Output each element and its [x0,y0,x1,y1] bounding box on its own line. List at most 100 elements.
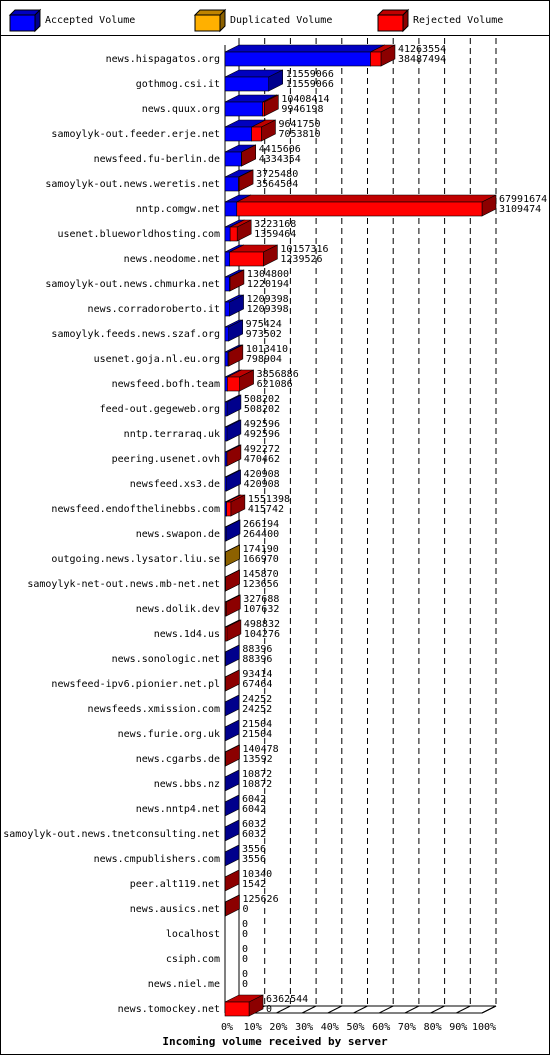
total-label: 6362544 [266,994,308,1005]
accepted-label: 21504 [242,729,272,740]
total-label: 6032 [242,819,266,830]
category-label: news.bbs.nz [154,779,220,790]
total-label: 0 [242,969,248,980]
category-label: news.furie.org.uk [118,729,220,740]
total-label: 3556 [242,844,266,855]
accepted-label: 415742 [248,504,284,515]
total-label: 10408414 [281,94,329,105]
total-label: 1209398 [247,294,289,305]
accepted-label: 4334354 [259,154,301,165]
accepted-label: 0 [242,954,248,965]
category-label: news.ausics.net [130,904,220,915]
category-label: usenet.goja.nl.eu.org [94,354,220,365]
total-label: 125626 [242,894,278,905]
legend-label: Rejected Volume [413,15,503,26]
total-label: 67991674 [499,194,547,205]
accepted-label: 24252 [242,704,272,715]
category-label: news.tomockey.net [118,1004,220,1015]
accepted-label: 264400 [243,529,279,540]
x-tick [378,1005,394,1014]
total-label: 1551398 [248,494,290,505]
x-tick [481,1005,497,1014]
remainder-bar [227,351,230,367]
total-label: 4415606 [259,144,301,155]
remainder-bar [262,101,265,117]
total-label: 145870 [243,569,279,580]
accepted-label: 470462 [244,454,280,465]
accepted-bar-side [224,794,240,817]
accepted-label: 10872 [242,779,272,790]
accepted-label: 1359464 [254,229,296,240]
accepted-bar [224,276,230,292]
accepted-bar [224,101,263,117]
remainder-bar [229,226,238,242]
accepted-label: 0 [242,979,248,990]
total-label: 6042 [242,794,266,805]
accepted-bar-side [224,819,240,842]
accepted-label: 38487494 [398,54,446,65]
total-label: 88396 [242,644,272,655]
accepted-label: 88396 [242,654,272,665]
category-label: newsfeed-ipv6.pionier.net.pl [51,679,220,690]
accepted-label: 6032 [242,829,266,840]
accepted-bar [224,326,229,342]
category-label: outgoing.news.lysator.liu.se [51,554,220,565]
accepted-bar [224,126,252,142]
category-label: nntp.comgw.net [136,204,220,215]
x-tick [456,1005,471,1014]
total-label: 975424 [246,319,282,330]
category-label: nntp.terraraq.uk [124,429,220,440]
accepted-label: 0 [242,929,248,940]
accepted-label: 0 [266,1004,272,1015]
accepted-label: 7053810 [278,129,320,140]
category-label: newsfeed.bofh.team [112,379,220,390]
total-label: 21504 [242,719,272,730]
x-tick-label: 30% [295,1022,313,1033]
total-label: 420908 [244,469,280,480]
x-tick-label: 60% [372,1022,390,1033]
category-label: peer.alt119.net [130,879,220,890]
accepted-label: 13592 [243,754,273,765]
accepted-bar [224,301,230,317]
category-label: peering.usenet.ovh [112,454,220,465]
x-tick [404,1005,420,1014]
accepted-bar [224,476,227,492]
total-label: 11559066 [286,69,334,80]
remainder-bar [251,126,262,142]
total-label: 93414 [242,669,272,680]
accepted-label: 6042 [242,804,266,815]
remainder-bar [229,251,264,267]
category-label: samoylyk-out.news.weretis.net [45,179,220,190]
total-label: 24252 [242,694,272,705]
accepted-label: 1542 [242,879,266,890]
total-label: 3223168 [254,219,296,230]
accepted-label: 3564504 [256,179,298,190]
total-label: 266194 [243,519,279,530]
remainder-bar [238,176,240,192]
category-label: newsfeeds.xmission.com [88,704,220,715]
total-label: 3725480 [256,169,298,180]
x-tick [353,1005,368,1014]
total-label: 1013410 [246,344,288,355]
category-label: news.cmpublishers.com [94,854,220,865]
accepted-label: 1239526 [280,254,322,265]
category-label: news.swapon.de [136,529,220,540]
category-label: gothmog.csi.it [136,79,220,90]
remainder-bar [370,51,382,67]
accepted-label: 798904 [246,354,282,365]
legend-swatch [9,14,36,32]
legend-swatch [377,14,404,32]
accepted-label: 11559066 [286,79,334,90]
category-label: localhost [166,929,220,940]
category-label: news.neodome.net [124,254,220,265]
accepted-label: 0 [242,904,248,915]
accepted-label: 166970 [243,554,279,565]
total-label: 10340 [242,869,272,880]
accepted-bar [224,251,230,267]
category-label: samoylyk-out.news.tnetconsulting.net [3,829,220,840]
accepted-label: 3109474 [499,204,541,215]
accepted-bar [224,226,231,242]
total-label: 508202 [244,394,280,405]
category-label: csiph.com [166,954,220,965]
x-tick-label: 40% [321,1022,339,1033]
